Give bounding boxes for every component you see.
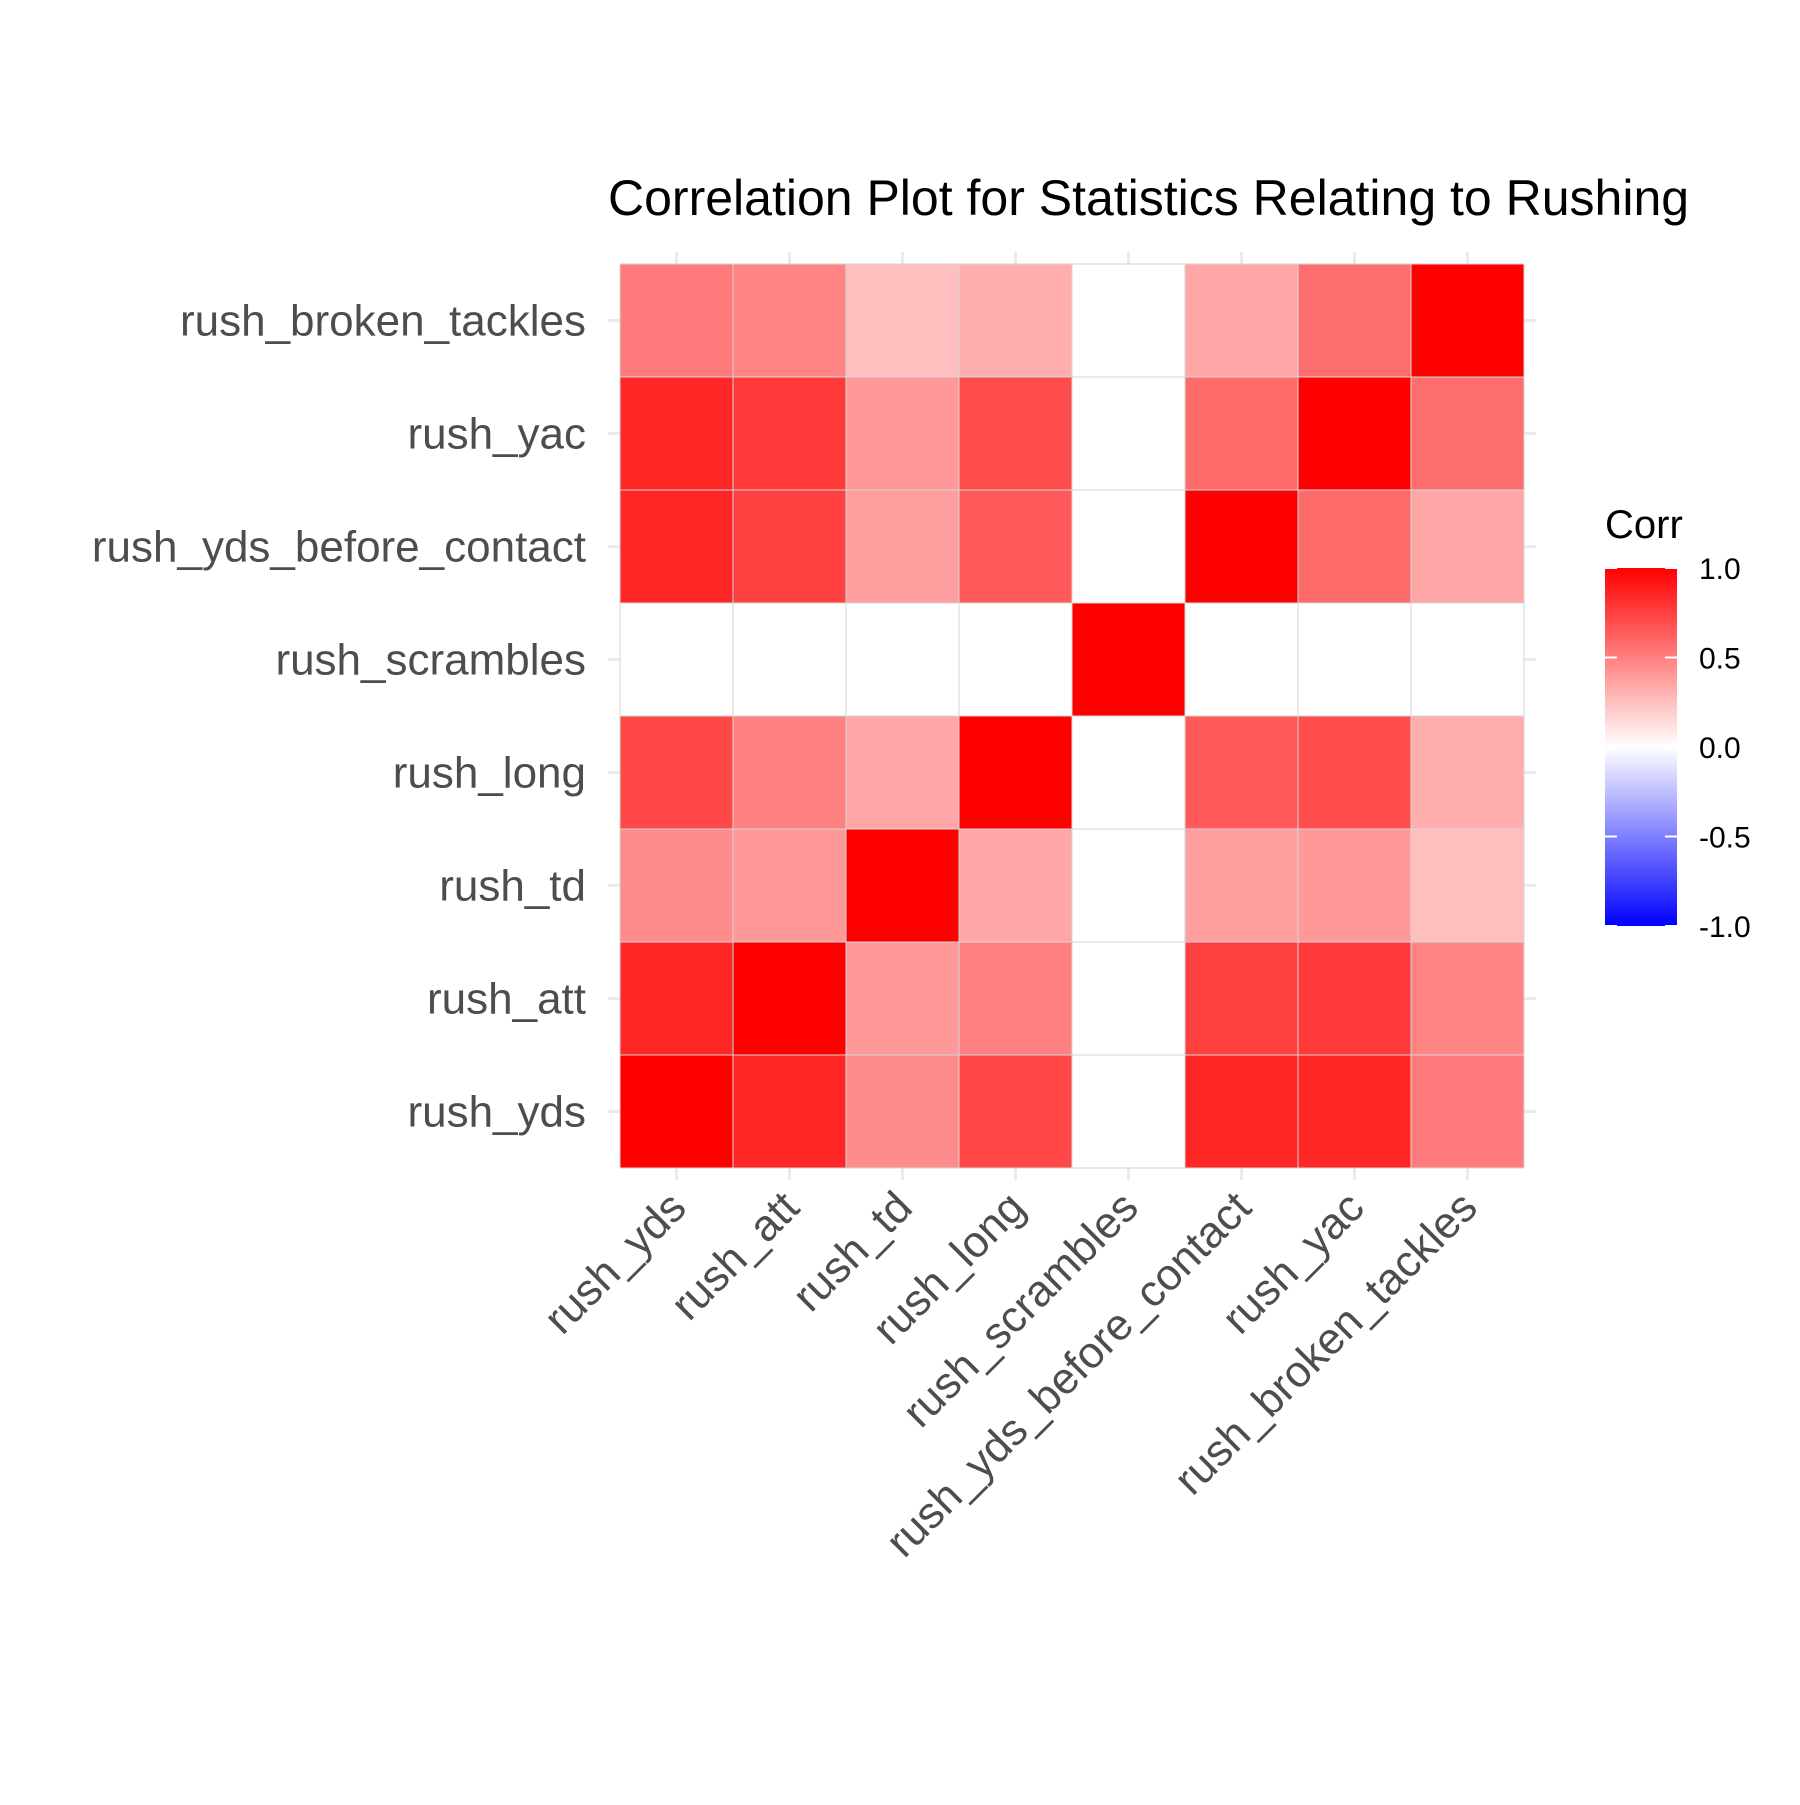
heatmap-cell bbox=[1297, 376, 1412, 491]
heatmap-cell bbox=[619, 941, 734, 1056]
heatmap-cell bbox=[1297, 263, 1412, 378]
heatmap-cell bbox=[619, 715, 734, 830]
heatmap-cell bbox=[845, 263, 960, 378]
heatmap-cell bbox=[619, 376, 734, 491]
heatmap-cell bbox=[1297, 489, 1412, 604]
heatmap-cell bbox=[845, 941, 960, 1056]
heatmap-cell bbox=[1184, 263, 1299, 378]
heatmap-cell bbox=[1410, 941, 1525, 1056]
heatmap-cell bbox=[958, 1054, 1073, 1169]
heatmap-cell bbox=[619, 602, 734, 717]
heatmap-cell bbox=[958, 376, 1073, 491]
y-axis-label: rush_yds bbox=[407, 1088, 586, 1137]
heatmap-cell bbox=[958, 828, 1073, 943]
heatmap-cell bbox=[732, 602, 847, 717]
heatmap-cell bbox=[845, 602, 960, 717]
heatmap-cell bbox=[1184, 489, 1299, 604]
heatmap-cell bbox=[1410, 263, 1525, 378]
legend-tick-label: -0.5 bbox=[1699, 822, 1751, 855]
heatmap-cell bbox=[1071, 602, 1186, 717]
heatmap-cell bbox=[619, 263, 734, 378]
heatmap-cell bbox=[845, 376, 960, 491]
chart-title: Correlation Plot for Statistics Relating… bbox=[608, 170, 1689, 226]
heatmap-cell bbox=[1297, 602, 1412, 717]
heatmap-cell bbox=[619, 489, 734, 604]
heatmap-cell bbox=[845, 1054, 960, 1169]
y-axis-label: rush_long bbox=[393, 749, 586, 798]
legend-tick-label: 0.0 bbox=[1699, 732, 1741, 765]
heatmap-cell bbox=[1410, 376, 1525, 491]
heatmap-cell bbox=[1297, 828, 1412, 943]
heatmap-cell bbox=[732, 941, 847, 1056]
heatmap-cell bbox=[845, 715, 960, 830]
heatmap-cell bbox=[1071, 941, 1186, 1056]
heatmap-cell bbox=[732, 489, 847, 604]
heatmap-cell bbox=[732, 263, 847, 378]
heatmap-cell bbox=[1410, 1054, 1525, 1169]
heatmap-cell bbox=[1071, 1054, 1186, 1169]
heatmap-cell bbox=[619, 1054, 734, 1169]
heatmap-cell bbox=[958, 489, 1073, 604]
heatmap-cell bbox=[1184, 602, 1299, 717]
heatmap-cell bbox=[1071, 715, 1186, 830]
heatmap-cell bbox=[619, 828, 734, 943]
heatmap-cell bbox=[1184, 1054, 1299, 1169]
y-axis-label: rush_att bbox=[427, 975, 586, 1024]
heatmap-cell bbox=[732, 715, 847, 830]
heatmap-cell bbox=[1297, 715, 1412, 830]
heatmap-cell bbox=[958, 941, 1073, 1056]
heatmap-cells bbox=[619, 263, 1525, 1169]
heatmap-cell bbox=[1184, 828, 1299, 943]
legend-tick-label: -1.0 bbox=[1699, 911, 1751, 944]
heatmap-cell bbox=[958, 715, 1073, 830]
heatmap-cell bbox=[1410, 602, 1525, 717]
x-axis-labels: rush_ydsrush_attrush_tdrush_longrush_scr… bbox=[535, 1182, 1487, 1566]
y-axis-label: rush_scrambles bbox=[275, 636, 586, 685]
legend: Corr 1.0 0.5 0.0 -0.5 -1.0 bbox=[1605, 503, 1751, 944]
heatmap-cell bbox=[1297, 1054, 1412, 1169]
heatmap-cell bbox=[732, 1054, 847, 1169]
heatmap-cell bbox=[1184, 376, 1299, 491]
heatmap-cell bbox=[1410, 715, 1525, 830]
heatmap-cell bbox=[1184, 941, 1299, 1056]
legend-tick-label: 0.5 bbox=[1699, 643, 1741, 676]
heatmap-cell bbox=[1071, 828, 1186, 943]
legend-tick-label: 1.0 bbox=[1699, 553, 1741, 586]
heatmap-cell bbox=[845, 828, 960, 943]
legend-title: Corr bbox=[1605, 503, 1683, 547]
y-axis-labels: rush_yds rush_att rush_td rush_long rush_scr… bbox=[92, 297, 586, 1137]
y-axis-label: rush_yac bbox=[407, 410, 586, 459]
y-axis-label: rush_broken_tackles bbox=[180, 297, 586, 346]
x-axis-label: rush_att bbox=[662, 1182, 809, 1329]
heatmap-cell bbox=[958, 602, 1073, 717]
x-axis-label: rush_yds bbox=[535, 1182, 696, 1343]
heatmap-cell bbox=[845, 489, 960, 604]
heatmap-cell bbox=[732, 828, 847, 943]
heatmap-cell bbox=[1410, 489, 1525, 604]
heatmap-cell bbox=[1297, 941, 1412, 1056]
heatmap-cell bbox=[1410, 828, 1525, 943]
heatmap-cell bbox=[1071, 376, 1186, 491]
heatmap-cell bbox=[732, 376, 847, 491]
heatmap-cell bbox=[1071, 489, 1186, 604]
y-axis-label: rush_td bbox=[439, 862, 586, 911]
heatmap-cell bbox=[958, 263, 1073, 378]
y-axis-label: rush_yds_before_contact bbox=[92, 523, 586, 572]
heatmap-cell bbox=[1184, 715, 1299, 830]
heatmap-cell bbox=[1071, 263, 1186, 378]
